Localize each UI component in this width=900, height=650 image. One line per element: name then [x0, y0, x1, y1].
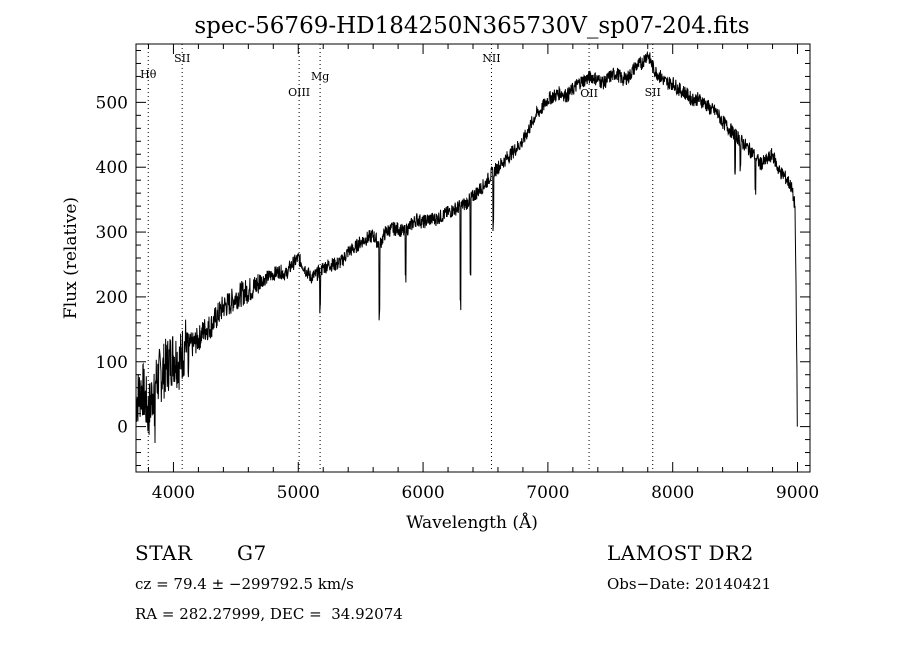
x-tick-label: 4000 [152, 483, 195, 503]
emission-line-label: OII [580, 87, 598, 100]
emission-line-label: Mg [311, 70, 329, 83]
x-axis-label: Wavelength (Å) [406, 512, 538, 533]
obs-date: Obs−Date: 20140421 [607, 575, 772, 593]
subclass: G7 [237, 541, 267, 565]
ra-dec-readout: RA = 282.27999, DEC = 34.92074 [135, 605, 403, 623]
y-tick-label: 400 [96, 158, 128, 178]
y-tick-label: 500 [96, 93, 128, 113]
object-class: STAR [135, 541, 193, 565]
x-tick-label: 5000 [277, 483, 320, 503]
survey-label: LAMOST DR2 [607, 541, 754, 565]
x-tick-label: 6000 [401, 483, 444, 503]
chart-title: spec-56769-HD184250N365730V_sp07-204.fit… [194, 13, 749, 39]
x-tick-label: 9000 [776, 483, 819, 503]
spectrum-series [135, 50, 798, 444]
emission-line-label: OIII [288, 86, 310, 99]
x-tick-label: 8000 [651, 483, 694, 503]
y-tick-label: 300 [96, 223, 128, 243]
axis-ticks: 4000 5000 6000 7000 8000 9000 0 100 200 300 400 500 [96, 44, 819, 503]
x-tick-label: 7000 [526, 483, 569, 503]
emission-line-label: SII [174, 52, 190, 65]
emission-line-label: NII [482, 52, 500, 65]
y-tick-label: 200 [96, 288, 128, 308]
emission-line-label: Hθ [140, 68, 157, 81]
y-tick-label: 0 [117, 418, 128, 438]
cz-readout: cz = 79.4 ± −299792.5 km/s [135, 575, 354, 593]
y-tick-label: 100 [96, 353, 128, 373]
emission-line-label: SII [645, 86, 661, 99]
y-axis-label: Flux (relative) [61, 197, 81, 319]
